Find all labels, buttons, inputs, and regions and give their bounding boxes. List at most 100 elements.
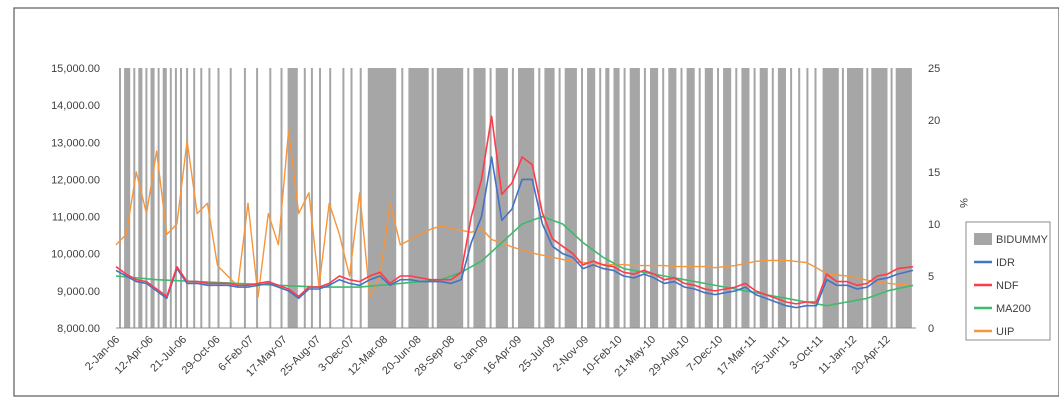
y-left-tick-label: 14,000.00 [51,100,100,112]
bidummy-band-60 [723,68,732,328]
y-left-tick-label: 13,000.00 [51,137,100,149]
bidummy-band-15 [217,68,220,328]
y-left-tick-label: 15,000.00 [51,63,100,75]
bidummy-band-11 [186,68,189,328]
bidummy-band-5 [150,68,155,328]
bidummy-band-26 [342,68,345,328]
bidummy-band-70 [814,68,817,328]
bidummy-band-19 [269,68,272,328]
bidummy-band-22 [303,68,306,328]
series-line-idr [115,156,914,309]
bidummy-band-74 [866,68,869,328]
bidummy-band-17 [243,68,246,328]
legend-label-bidummy: BIDUMMY [996,234,1049,246]
bidummy-band-54 [668,68,677,328]
bidummy-band-73 [847,68,864,328]
legend-label-ndf: NDF [996,280,1019,292]
bidummy-band-23 [310,68,313,328]
bidummy-band-43 [564,68,577,328]
bidummy-band-35 [473,68,486,328]
bidummy-band-52 [650,68,659,328]
bidummy-band-0 [119,68,121,328]
bidummy-band-76 [890,68,893,328]
series-line-uip [115,129,914,298]
bidummy-band-1 [124,68,131,328]
bidummy-band-46 [599,68,602,328]
y-left-tick-label: 10,000.00 [51,249,100,261]
bidummy-band-58 [704,68,713,328]
y-right-tick-label: 0 [928,323,934,335]
bidummy-band-64 [759,68,768,328]
y-right-tick-label: 10 [928,219,940,231]
y-left-tick-label: 12,000.00 [51,174,100,186]
bidummy-band-34 [467,68,470,328]
y-right-tick-label: 20 [928,115,940,127]
bidummy-band-39 [518,68,535,328]
bidummy-band-41 [544,68,555,328]
bidummy-band-21 [287,68,298,328]
bidummy-band-75 [871,68,888,328]
bidummy-band-12 [193,68,196,328]
series-lines [115,115,914,309]
bidummy-band-38 [511,68,514,328]
legend: BIDUMMY IDR NDF MA200 UIP [965,221,1051,341]
bidummy-band-69 [806,68,809,328]
bidummy-band-24 [319,68,321,328]
y-right-tick-label: 5 [928,271,934,283]
bidummy-band-9 [174,68,177,328]
bidummy-band-33 [436,68,464,328]
y-right-tick-label: 15 [928,167,940,179]
bidummy-band-27 [350,68,353,328]
bidummy-band-72 [841,68,844,328]
bidummy-band-56 [686,68,695,328]
bidummy-band-18 [256,68,259,328]
y-left-tick-label: 8,000.00 [57,323,100,335]
bidummy-band-66 [777,68,786,328]
legend-swatch-bidummy [974,233,992,245]
bidummy-band-6 [157,68,160,328]
bidummy-band-16 [229,68,232,328]
bidummy-band-61 [735,68,738,328]
y-right-tick-label: 25 [928,63,940,75]
bidummy-band-42 [558,68,561,328]
bidummy-band-50 [629,68,640,328]
bidummy-band-3 [138,68,143,328]
bidummy-band-53 [662,68,665,328]
bidummy-band-67 [790,68,793,328]
y-left-tick-label: 11,000.00 [52,212,100,224]
legend-label-uip: UIP [996,326,1014,338]
bidummy-bands [119,68,912,328]
bidummy-band-37 [495,68,508,328]
bidummy-band-14 [208,68,211,328]
bidummy-band-2 [133,68,136,328]
series-line-ndf [115,115,914,305]
bidummy-band-68 [798,68,801,328]
bidummy-band-25 [329,68,332,328]
bidummy-band-29 [367,68,397,328]
y-right-axis-label: % [957,198,969,208]
bidummy-band-62 [741,68,750,328]
bidummy-band-44 [581,68,583,328]
bidummy-band-55 [680,68,683,328]
bidummy-band-31 [408,68,429,328]
bidummy-band-77 [895,68,912,328]
bidummy-band-59 [717,68,719,328]
legend-label-ma200: MA200 [996,303,1031,315]
bidummy-band-8 [169,68,172,328]
bidummy-band-47 [605,68,610,328]
bidummy-band-30 [401,68,404,328]
bidummy-band-63 [753,68,756,328]
bidummy-band-65 [771,68,774,328]
bidummy-band-32 [431,68,434,328]
series-line-ma200 [115,215,914,307]
bidummy-band-49 [623,68,626,328]
bidummy-band-20 [280,68,283,328]
bidummy-band-57 [698,68,701,328]
bidummy-band-71 [822,68,839,328]
bidummy-band-7 [162,68,167,328]
bidummy-band-10 [180,68,182,328]
y-left-tick-label: 9,000.00 [57,286,100,298]
legend-label-idr: IDR [996,257,1015,269]
